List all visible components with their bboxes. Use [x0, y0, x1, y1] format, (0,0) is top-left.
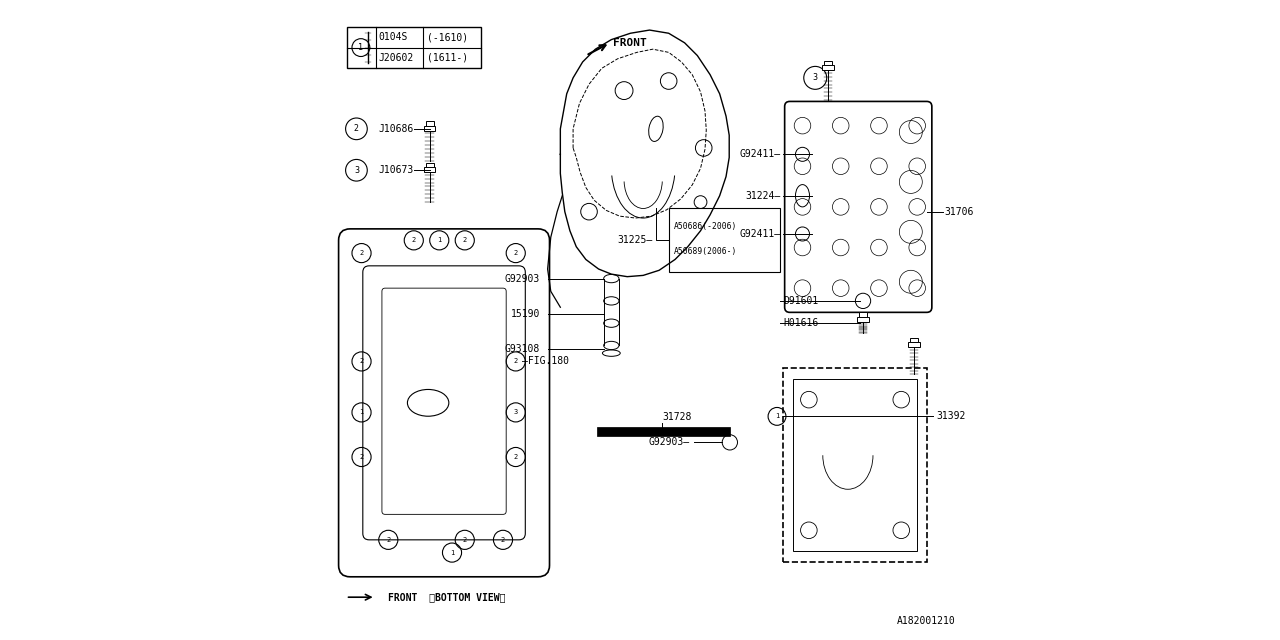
Text: G93108: G93108 — [504, 344, 540, 354]
Bar — [347, 27, 481, 68]
Text: 31728: 31728 — [662, 412, 691, 422]
Text: A182001210: A182001210 — [897, 616, 955, 626]
Text: G92411—: G92411— — [739, 229, 781, 239]
Bar — [424, 125, 435, 131]
Bar — [426, 121, 434, 125]
Text: 2: 2 — [513, 250, 518, 256]
Text: 0104S: 0104S — [379, 32, 408, 42]
Text: 1: 1 — [438, 237, 442, 243]
Text: 2: 2 — [513, 454, 518, 460]
Text: J20602: J20602 — [379, 53, 413, 63]
Text: FRONT: FRONT — [613, 38, 646, 48]
Text: 1: 1 — [360, 410, 364, 415]
Text: 2: 2 — [500, 537, 506, 543]
Text: G92903: G92903 — [504, 273, 540, 284]
Text: 1: 1 — [449, 550, 454, 556]
Text: FRONT  〈BOTTOM VIEW〉: FRONT 〈BOTTOM VIEW〉 — [388, 592, 506, 602]
Bar — [910, 338, 918, 342]
Bar — [668, 209, 781, 272]
Text: G92903—: G92903— — [649, 437, 690, 447]
Text: 2: 2 — [412, 237, 416, 243]
Text: 2: 2 — [387, 537, 390, 543]
Text: 31392: 31392 — [936, 412, 965, 421]
Bar — [783, 368, 927, 562]
Text: 31225—: 31225— — [617, 236, 653, 245]
Text: 2: 2 — [355, 124, 358, 133]
Text: D91601: D91601 — [783, 296, 819, 306]
Text: 3: 3 — [355, 166, 358, 175]
Bar — [792, 380, 918, 550]
Bar — [822, 65, 833, 70]
Text: —FIG.180: —FIG.180 — [522, 356, 570, 367]
Text: H01616: H01616 — [783, 318, 819, 328]
Text: 3: 3 — [513, 410, 518, 415]
Text: 2: 2 — [360, 454, 364, 460]
Text: J10673: J10673 — [379, 165, 413, 175]
Text: 15190: 15190 — [511, 308, 540, 319]
Text: 1: 1 — [774, 413, 780, 419]
Text: 2: 2 — [360, 250, 364, 256]
Text: 2: 2 — [462, 237, 467, 243]
Bar — [858, 317, 869, 322]
Text: 2: 2 — [360, 358, 364, 364]
Bar — [859, 312, 867, 317]
Text: (-1610): (-1610) — [426, 32, 467, 42]
Text: 1: 1 — [358, 43, 364, 52]
Text: A50689(2006-): A50689(2006-) — [673, 247, 737, 256]
Bar — [909, 342, 920, 348]
Bar — [424, 167, 435, 172]
Bar — [426, 163, 434, 167]
Text: 3: 3 — [813, 74, 818, 83]
Bar — [824, 61, 832, 65]
Text: 2: 2 — [513, 358, 518, 364]
Text: A50686(-2006): A50686(-2006) — [673, 222, 737, 231]
Text: 31706: 31706 — [945, 207, 974, 217]
Text: 31224—: 31224— — [745, 191, 781, 201]
Text: 2: 2 — [462, 537, 467, 543]
Text: G92411—: G92411— — [739, 149, 781, 159]
Text: J10686: J10686 — [379, 124, 413, 134]
Text: (1611-): (1611-) — [426, 53, 467, 63]
